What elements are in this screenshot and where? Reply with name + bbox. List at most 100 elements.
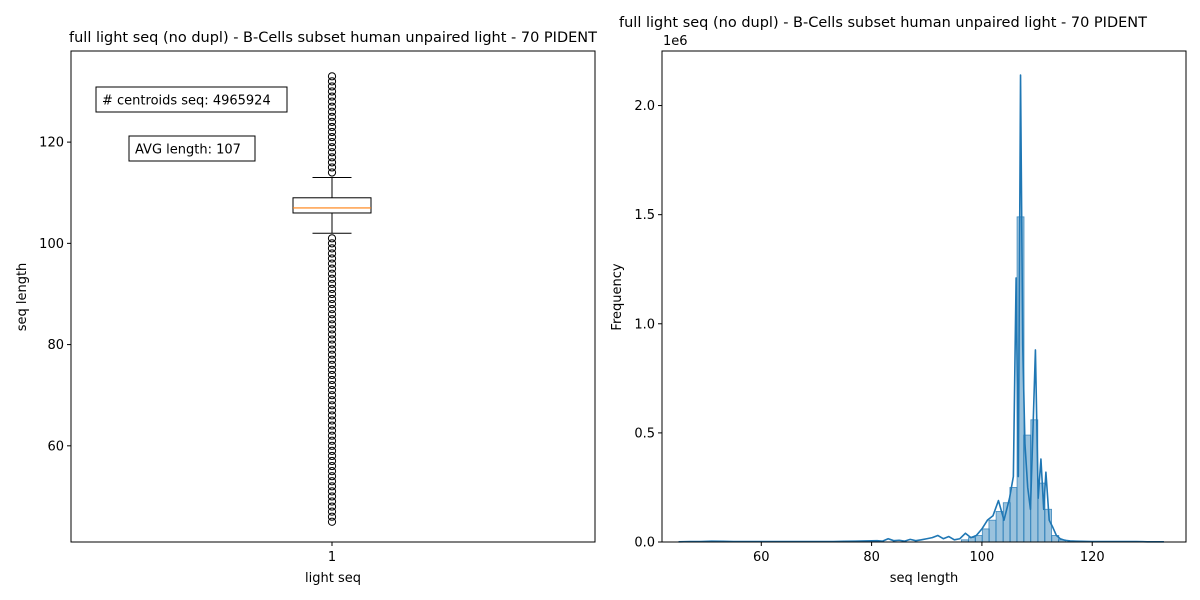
histogram-y-label: Frequency <box>610 263 625 330</box>
outlier-point-low <box>327 254 337 263</box>
outlier-point-low <box>327 446 337 455</box>
outlier-point-low <box>327 487 337 496</box>
outlier-point-low <box>327 294 337 304</box>
outlier-point-high <box>327 122 337 132</box>
outlier-point-low <box>327 315 337 324</box>
outlier-point-low <box>327 370 337 380</box>
outlier-point-high <box>327 97 337 106</box>
outlier-point-low <box>327 386 337 395</box>
outlier-point-low <box>327 335 337 344</box>
outlier-point-high <box>327 153 337 162</box>
x-tick-label: 100 <box>970 550 995 565</box>
outlier-point-low <box>327 310 337 319</box>
y-tick-label: 0.5 <box>634 426 655 441</box>
outlier-point-high <box>327 107 337 116</box>
outlier-point-low <box>327 340 337 349</box>
y-tick-label: 1.0 <box>634 317 655 332</box>
outlier-point-low <box>327 365 337 374</box>
box-plot-x-axis: 1 <box>328 542 336 565</box>
outlier-point-low <box>327 234 337 243</box>
histogram-scale-label: 1e6 <box>663 34 688 49</box>
outlier-point-high <box>327 138 337 147</box>
histogram-bar <box>1009 487 1018 543</box>
outlier-point-low <box>327 355 337 364</box>
y-tick-label: 120 <box>39 136 64 151</box>
annotation-centroids-text: # centroids seq: 4965924 <box>102 94 271 109</box>
histogram-title: full light seq (no dupl) - B-Cells subse… <box>619 15 1147 31</box>
outlier-point-low <box>327 274 337 283</box>
outlier-point-high <box>327 112 337 121</box>
outlier-point-high <box>327 158 337 167</box>
histogram-chart: full light seq (no dupl) - B-Cells subse… <box>610 15 1187 586</box>
x-tick-label: 120 <box>1080 550 1105 565</box>
outlier-point-low <box>327 360 337 369</box>
outlier-point-low <box>327 320 337 329</box>
outlier-point-low <box>327 456 337 466</box>
outlier-point-low <box>327 269 337 278</box>
annotation-avg-length: AVG length: 107 <box>128 135 256 162</box>
outlier-point-low <box>327 284 337 294</box>
outlier-point-low <box>327 264 337 273</box>
outlier-point-low <box>327 401 337 410</box>
annotation-centroids: # centroids seq: 4965924 <box>95 86 288 113</box>
histogram-bar <box>988 519 997 543</box>
kde-line <box>678 74 1164 543</box>
outlier-point-low <box>327 492 337 501</box>
outlier-point-low <box>327 512 337 521</box>
histogram-x-axis: 60 80 100 120 <box>753 542 1105 565</box>
box-iqr <box>292 197 372 214</box>
outlier-point-low <box>327 411 337 420</box>
box-plot-y-axis: 60 80 100 120 <box>39 136 71 454</box>
outlier-point-low <box>327 345 337 354</box>
box-plot-chart: full light seq (no dupl) - B-Cells subse… <box>15 30 597 586</box>
histogram-y-axis: 0.0 0.5 1.0 1.5 2.0 <box>634 99 662 551</box>
outlier-point-high <box>327 77 337 86</box>
y-tick-label: 1.5 <box>634 208 655 223</box>
outlier-point-low <box>327 239 337 248</box>
histogram-bar <box>974 535 983 543</box>
outlier-point-high <box>327 92 337 101</box>
outlier-point-low <box>327 279 337 288</box>
outlier-point-low <box>327 396 337 405</box>
annotation-centroids-box <box>95 86 288 113</box>
outlier-point-low <box>327 380 337 390</box>
outlier-point-low <box>327 517 337 526</box>
outlier-point-low <box>327 325 337 334</box>
x-tick-label: 60 <box>753 550 770 565</box>
outlier-point-low <box>327 406 337 415</box>
histogram-bar <box>981 528 990 543</box>
outlier-point-low <box>327 497 337 506</box>
histogram-kde-line <box>678 74 1164 543</box>
outlier-point-low <box>327 299 337 309</box>
outlier-point-low <box>327 477 337 486</box>
y-tick-label: 100 <box>39 237 64 252</box>
y-tick-label: 0.0 <box>634 536 655 551</box>
outlier-point-low <box>327 502 337 511</box>
histogram-axes-frame <box>661 50 1187 543</box>
outlier-point-low <box>327 451 337 461</box>
outlier-point-low <box>327 305 337 314</box>
outlier-point-high <box>327 117 337 126</box>
outlier-point-high <box>327 163 337 172</box>
outlier-point-low <box>327 391 337 400</box>
outlier-point-high <box>327 168 337 177</box>
outlier-point-low <box>327 421 337 430</box>
histogram-bar <box>968 537 976 543</box>
histogram-x-label: seq length <box>890 571 959 586</box>
outlier-point-high <box>327 72 337 81</box>
annotation-avg-length-box <box>128 135 256 162</box>
box-plot-title: full light seq (no dupl) - B-Cells subse… <box>69 30 597 46</box>
outlier-point-low <box>327 436 337 445</box>
outlier-point-low <box>327 507 337 516</box>
outlier-point-low <box>327 441 337 450</box>
outlier-point-low <box>327 482 337 491</box>
x-tick-label: 80 <box>863 550 880 565</box>
box-plot-marks <box>292 72 372 526</box>
outlier-point-low <box>327 289 337 299</box>
outlier-point-low <box>327 259 337 268</box>
outlier-point-high <box>327 87 337 96</box>
outlier-point-high <box>327 127 337 137</box>
box-plot-axes-frame <box>70 50 596 543</box>
outlier-point-high <box>327 148 337 157</box>
